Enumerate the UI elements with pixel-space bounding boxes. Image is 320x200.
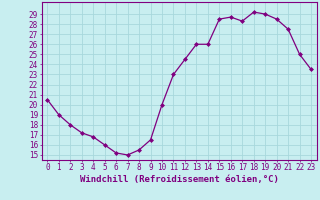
X-axis label: Windchill (Refroidissement éolien,°C): Windchill (Refroidissement éolien,°C) bbox=[80, 175, 279, 184]
